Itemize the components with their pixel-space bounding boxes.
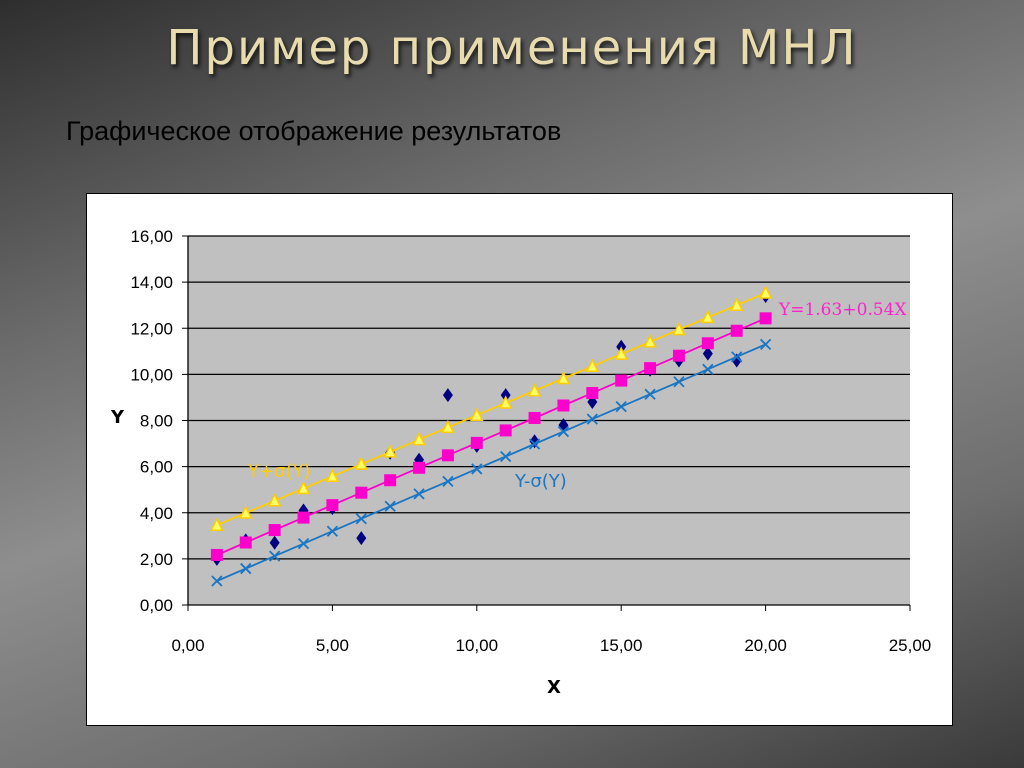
x-tick-label: 5,00	[316, 636, 349, 655]
point-diamond	[269, 535, 280, 550]
point-x	[586, 413, 598, 425]
point-triangle	[701, 309, 715, 324]
point-square	[528, 411, 541, 424]
point-triangle	[296, 480, 311, 495]
point-triangle	[614, 346, 628, 360]
point-triangle	[441, 419, 455, 434]
point-triangle	[527, 383, 542, 397]
x-tick-label: 10,00	[456, 636, 499, 655]
point-x	[471, 463, 483, 475]
point-x	[240, 562, 252, 575]
point-x	[731, 351, 743, 363]
y-tick-label: 4,00	[140, 504, 173, 523]
point-square	[701, 337, 714, 350]
point-triangle	[672, 321, 686, 336]
point-x	[702, 363, 714, 375]
y-tick-label: 6,00	[140, 458, 173, 477]
series-layer	[210, 285, 773, 587]
series-line	[216, 343, 766, 582]
point-x	[759, 338, 772, 351]
y-tick-label: 8,00	[140, 412, 173, 431]
point-triangle	[325, 468, 340, 483]
point-x	[644, 388, 656, 400]
point-square	[499, 424, 512, 437]
point-x	[442, 475, 454, 488]
y-tick-label: 2,00	[140, 550, 173, 569]
point-x	[326, 525, 339, 537]
point-triangle	[354, 456, 368, 470]
point-diamond	[587, 395, 598, 410]
y-tick-label: 14,00	[130, 273, 173, 292]
point-diamond	[442, 388, 453, 403]
chart-area: 0,00 2,00 4,00 6,00 8,00 10,00 12,00 14,00 16,00…	[86, 193, 953, 726]
y-axis-title: Y	[110, 407, 125, 428]
point-x	[211, 575, 223, 587]
point-square	[413, 461, 426, 474]
point-square	[586, 387, 599, 400]
point-x	[500, 450, 512, 463]
point-triangle	[556, 370, 571, 385]
y-tick-label: 10,00	[130, 365, 173, 384]
y-tick-label: 0,00	[140, 596, 173, 615]
point-square	[470, 436, 483, 449]
point-diamond	[500, 388, 511, 403]
annotation-lower: Y-σ(Y)	[514, 471, 567, 492]
y-tick-label: 16,00	[130, 227, 173, 246]
point-square	[268, 524, 281, 537]
point-square	[326, 499, 339, 512]
axes-layer	[182, 235, 911, 611]
point-x	[269, 550, 281, 562]
x-tick-label: 25,00	[889, 636, 932, 655]
annotation-equation: Y=1.63+0.54X	[778, 300, 907, 320]
y-tick-label: 12,00	[130, 319, 173, 338]
point-triangle	[210, 517, 224, 531]
point-triangle	[758, 285, 773, 299]
point-square	[210, 548, 223, 561]
point-square	[730, 324, 743, 337]
slide-subtitle: Графическое отображение результатов	[66, 116, 562, 146]
point-x	[384, 500, 396, 512]
point-triangle	[412, 431, 426, 446]
point-square	[759, 312, 772, 325]
point-square	[297, 511, 310, 524]
point-x	[528, 438, 541, 450]
point-square	[239, 536, 252, 549]
point-triangle	[730, 297, 744, 311]
slide-title: Пример применения МНЛ	[166, 20, 858, 76]
point-triangle	[267, 493, 282, 507]
point-square	[384, 474, 397, 487]
point-x	[557, 425, 570, 438]
point-triangle	[498, 395, 513, 409]
point-x	[355, 513, 367, 525]
point-x	[413, 488, 425, 500]
point-square	[644, 362, 657, 375]
point-triangle	[585, 358, 600, 373]
x-axis-title: X	[547, 677, 561, 698]
annotation-upper: Y+σ(Y)	[247, 461, 311, 482]
point-triangle	[643, 334, 657, 348]
point-triangle	[239, 505, 253, 519]
point-diamond	[356, 531, 367, 546]
point-x	[297, 538, 310, 550]
point-square	[355, 486, 368, 499]
point-x	[673, 376, 685, 388]
chart-svg: 0,00 2,00 4,00 6,00 8,00 10,00 12,00 14,00 16,00…	[110, 227, 931, 698]
point-square	[441, 449, 454, 462]
point-triangle	[470, 407, 484, 421]
point-triangle	[383, 444, 397, 458]
point-square	[615, 374, 628, 387]
tick-layer: 0,00 2,00 4,00 6,00 8,00 10,00 12,00 14,00 16,00…	[130, 227, 931, 655]
point-square	[672, 349, 685, 362]
point-x	[615, 401, 627, 413]
x-tick-label: 15,00	[600, 636, 643, 655]
point-square	[557, 399, 570, 412]
point-diamond	[702, 346, 713, 361]
x-tick-label: 20,00	[744, 636, 787, 655]
x-tick-label: 0,00	[171, 636, 204, 655]
